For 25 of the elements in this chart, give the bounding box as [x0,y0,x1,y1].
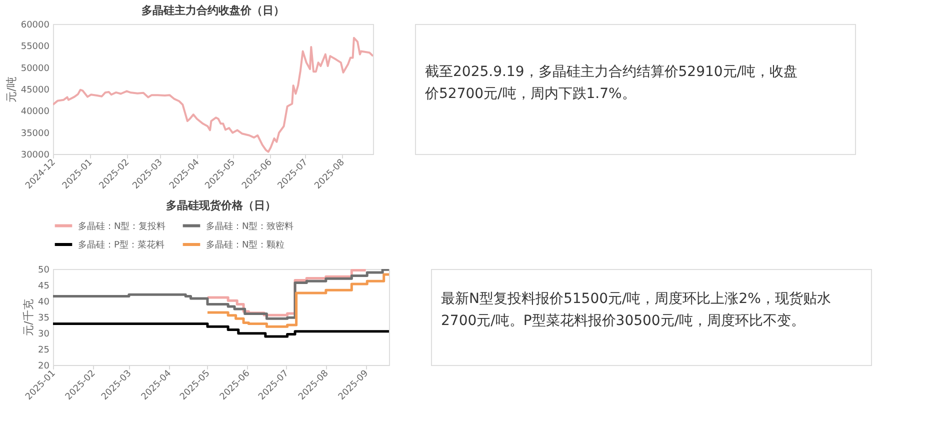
y-tick-label: 35 [38,314,50,324]
y-tick-label: 45 [38,282,50,292]
y-tick-label: 40 [38,298,50,308]
line-series [53,36,373,153]
y-tick-label: 20 [38,362,50,372]
legend-label: 多晶硅：P型：菜花料 [78,240,164,250]
y-tick-label: 50 [38,266,50,276]
y-axis-title: 元/吨 [4,76,18,102]
y-tick-label: 50000 [20,64,50,74]
y-tick-label: 55000 [20,42,50,52]
chart-title: 多晶硅现货价格（日） [166,199,276,212]
y-tick-label: 35000 [20,128,50,139]
text: 最新N型复投料报价51500元/吨，周度环比上涨2%，现货贴水2700元/吨。P型菜花料报价30500元/吨，周度环比不变。 [441,291,831,329]
y-tick-label: 45000 [20,86,50,96]
y-tick-label: 30000 [20,150,50,160]
y-tick-label: 40000 [20,107,50,118]
legend-label: 多晶硅：N型：致密料 [206,220,294,232]
text: 截至2025.9.19，多晶硅主力合约结算价52910元/吨，收盘价52700元/吨，周内下跌1.7%。 [424,64,798,102]
y-axis-title: 元/千克 [22,299,36,336]
legend-label: 多晶硅：N型：复投料 [78,220,166,232]
chart-title: 多晶硅主力合约收盘价（日） [142,4,284,17]
y-tick-label: 30 [38,330,50,340]
y-tick-label: 25 [38,346,50,356]
legend-label: 多晶硅：N型：颗粒 [206,240,285,250]
y-tick-label: 60000 [20,20,50,30]
